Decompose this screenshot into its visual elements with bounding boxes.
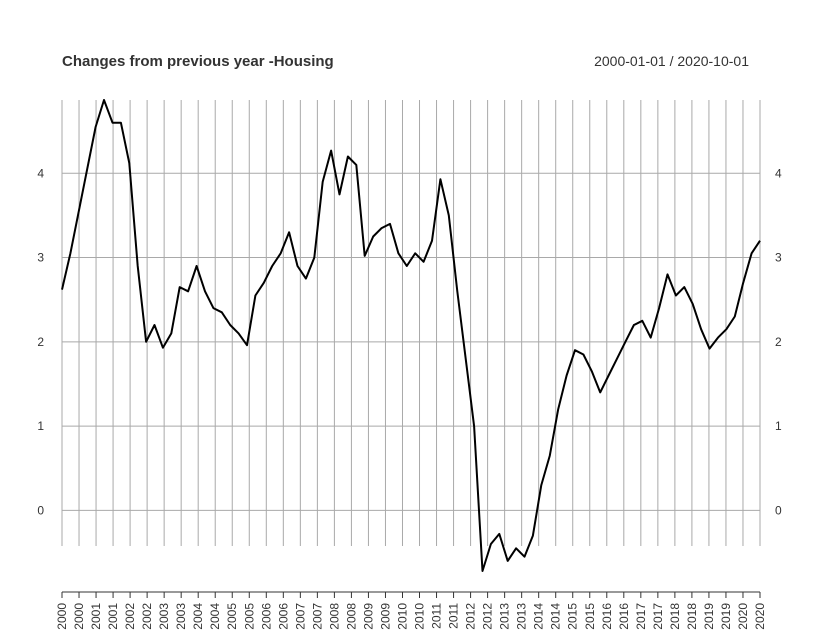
x-tick-label: 2004 <box>208 603 222 630</box>
x-tick-label: 2002 <box>123 603 137 630</box>
x-tick-label: 2001 <box>106 603 120 630</box>
x-tick-label: 2016 <box>617 603 631 630</box>
x-axis: 2000 2000 2001 2001 2002 2002 2003 2003 2004 2004… <box>55 591 767 630</box>
x-tick-label: 2018 <box>685 603 699 630</box>
x-tick-label: 2010 <box>413 603 427 630</box>
x-tick-label: 2015 <box>566 603 580 630</box>
x-tick-label: 2007 <box>310 603 324 630</box>
x-tick-label: 2014 <box>549 603 563 630</box>
x-tick-label: 2009 <box>378 603 392 630</box>
x-tick-label: 2012 <box>481 603 495 630</box>
x-tick-label: 2008 <box>344 603 358 630</box>
y-tick-label-right: 2 <box>775 335 782 349</box>
y-tick-label-right: 4 <box>775 166 782 180</box>
y-tick-label-left: 1 <box>37 419 44 433</box>
y-axis-ticks: 0 0 1 1 2 2 3 3 4 4 <box>37 166 782 517</box>
x-tick-label: 2016 <box>600 603 614 630</box>
x-tick-label: 2014 <box>532 603 546 630</box>
chart-title: Changes from previous year -Housing <box>62 53 334 70</box>
x-tick-label: 2013 <box>498 603 512 630</box>
date-range-label: 2000-01-01 / 2020-10-01 <box>594 53 749 69</box>
x-tick-label: 2011 <box>447 603 461 629</box>
x-tick-label: 2003 <box>174 603 188 630</box>
y-tick-label-right: 0 <box>775 503 782 517</box>
x-tick-label: 2018 <box>668 603 682 630</box>
x-tick-label: 2006 <box>276 603 290 630</box>
series-layer <box>61 99 761 572</box>
y-tick-label-left: 4 <box>37 166 44 180</box>
x-tick-label: 2006 <box>259 603 273 630</box>
x-tick-label: 2017 <box>634 603 648 630</box>
x-tick-label: 2012 <box>464 603 478 630</box>
x-tick-label: 2000 <box>55 603 69 630</box>
x-tick-label: 2020 <box>753 603 767 630</box>
x-tick-label: 2019 <box>702 603 716 630</box>
y-tick-label-right: 3 <box>775 251 782 265</box>
x-tick-label: 2015 <box>583 603 597 630</box>
x-tick-label: 2005 <box>225 603 239 630</box>
x-tick-label: 2001 <box>89 603 103 630</box>
x-tick-label: 2004 <box>191 603 205 630</box>
x-tick-label: 2013 <box>515 603 529 630</box>
x-tick-label: 2005 <box>242 603 256 630</box>
grid-lines <box>61 100 761 546</box>
x-tick-label: 2009 <box>361 603 375 630</box>
x-tick-label: 2002 <box>140 603 154 630</box>
y-tick-label-right: 1 <box>775 419 782 433</box>
y-tick-label-left: 2 <box>37 335 44 349</box>
y-tick-label-left: 3 <box>37 251 44 265</box>
x-tick-label: 2017 <box>651 603 665 630</box>
y-tick-label-left: 0 <box>37 503 44 517</box>
x-tick-label: 2003 <box>157 603 171 630</box>
x-tick-label: 2011 <box>430 603 444 629</box>
series-line <box>61 99 761 572</box>
x-tick-label: 2007 <box>293 603 307 630</box>
x-tick-label: 2020 <box>736 603 750 630</box>
x-tick-label: 2010 <box>395 603 409 630</box>
x-tick-label: 2000 <box>72 603 86 630</box>
x-tick-label: 2019 <box>719 603 733 630</box>
x-tick-label: 2008 <box>327 603 341 630</box>
